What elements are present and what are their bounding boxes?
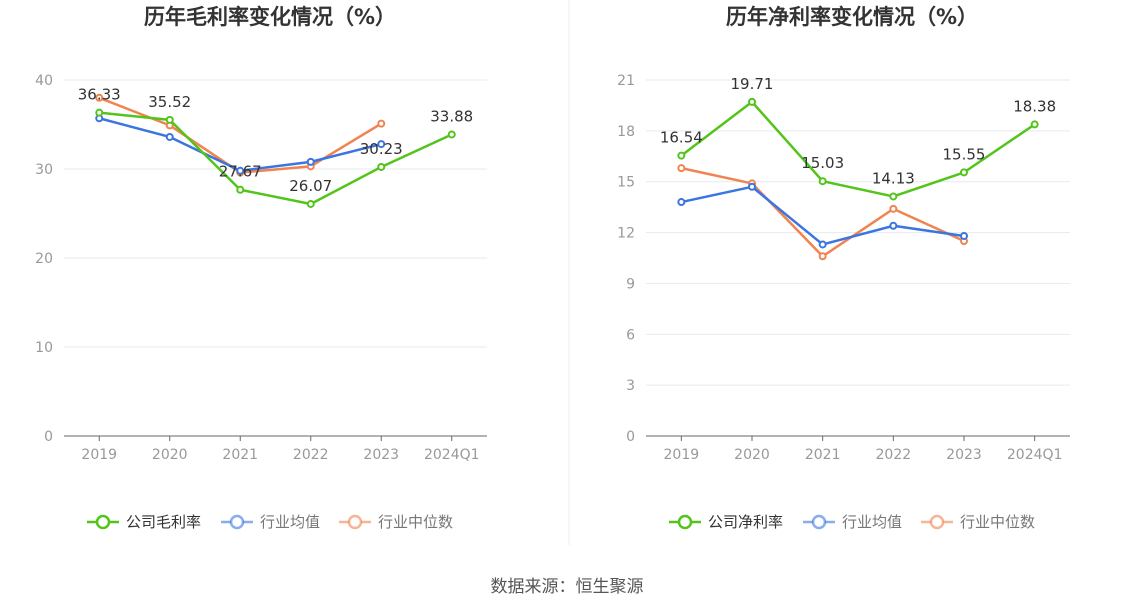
data-point	[306, 157, 315, 166]
data-label: 18.38	[1013, 97, 1056, 115]
y-tick-label: 0	[44, 429, 53, 445]
x-tick-label: 2023	[946, 447, 982, 463]
x-tick-label: 2022	[293, 447, 329, 463]
data-point	[677, 198, 686, 207]
y-tick-label: 6	[626, 327, 635, 343]
data-label: 30.23	[360, 140, 403, 158]
data-point	[748, 97, 756, 106]
legend-label: 行业中位数	[960, 513, 1035, 531]
data-label: 16.54	[660, 129, 703, 147]
y-tick-label: 15	[617, 175, 635, 191]
legend-label: 行业均值	[260, 513, 320, 531]
legend-marker-icon	[677, 514, 693, 530]
data-point	[306, 199, 315, 208]
data-point	[818, 177, 827, 186]
legend-item[interactable]: 行业中位数	[921, 513, 1035, 531]
data-label: 26.07	[289, 177, 332, 195]
legend-marker-icon	[95, 514, 111, 530]
data-label: 15.03	[801, 154, 844, 172]
data-label: 14.13	[872, 169, 915, 187]
data-point	[818, 240, 827, 249]
data-point	[748, 182, 756, 191]
y-tick-label: 3	[626, 378, 635, 394]
data-point	[377, 119, 386, 128]
source-note: 数据来源：恒生聚源	[491, 577, 644, 597]
legend-marker-icon	[811, 514, 827, 530]
data-point	[447, 130, 456, 139]
y-tick-label: 12	[617, 226, 635, 242]
x-tick-label: 2021	[222, 447, 258, 463]
legend-item[interactable]: 行业均值	[803, 513, 902, 531]
y-tick-label: 10	[35, 340, 53, 356]
legend-marker-icon	[229, 514, 245, 530]
data-point	[889, 192, 898, 201]
chart-panel-1: 历年毛利率变化情况（%） 0 10 20 30 40 2019 2020 2021 2022 202…	[35, 5, 487, 531]
data-point	[1030, 120, 1039, 129]
y-tick-label: 20	[35, 251, 53, 267]
chart-title: 历年毛利率变化情况（%）	[144, 5, 396, 29]
data-label: 33.88	[430, 107, 473, 125]
data-label: 27.67	[219, 163, 262, 181]
legend-label: 公司净利率	[708, 513, 783, 531]
x-tick-label: 2022	[876, 447, 912, 463]
y-tick-label: 21	[617, 73, 635, 89]
data-point	[960, 168, 968, 177]
y-tick-label: 18	[617, 124, 635, 140]
y-tick-label: 40	[35, 73, 53, 89]
legend-marker-icon	[929, 514, 945, 530]
x-tick-label: 2020	[734, 447, 770, 463]
data-point	[95, 108, 104, 117]
data-label: 15.55	[943, 145, 986, 163]
data-point	[165, 115, 174, 124]
legend-item[interactable]: 行业均值	[221, 513, 320, 531]
x-tick-label: 2020	[152, 447, 188, 463]
data-point	[236, 166, 245, 175]
series-line	[680, 100, 1036, 198]
x-tick-label: 2019	[664, 447, 700, 463]
data-point	[236, 185, 245, 194]
series-line	[681, 185, 965, 246]
data-point	[95, 93, 104, 102]
data-point	[889, 204, 898, 213]
data-point	[165, 132, 174, 141]
y-tick-label: 0	[626, 429, 635, 445]
x-tick-label: 2024Q1	[1007, 447, 1063, 463]
series-line	[98, 96, 382, 174]
data-point	[377, 140, 386, 149]
x-tick-label: 2024Q1	[424, 447, 480, 463]
legend-label: 行业中位数	[378, 513, 453, 531]
data-point	[960, 231, 968, 240]
data-point	[889, 221, 898, 230]
legend-marker-icon	[347, 514, 363, 530]
series-line	[99, 111, 453, 206]
data-point	[677, 151, 686, 160]
x-tick-label: 2021	[805, 447, 841, 463]
data-label: 19.71	[731, 75, 774, 93]
legend-label: 行业均值	[842, 513, 902, 531]
x-tick-label: 2023	[363, 447, 399, 463]
data-label: 36.33	[78, 86, 121, 104]
data-point	[377, 162, 386, 171]
x-tick-label: 2019	[81, 447, 117, 463]
y-tick-label: 30	[35, 162, 53, 178]
data-label: 35.52	[148, 93, 191, 111]
data-point	[677, 164, 686, 173]
legend-label: 公司毛利率	[126, 513, 201, 531]
data-point	[818, 252, 827, 261]
chart-title: 历年净利率变化情况（%）	[726, 5, 978, 29]
legend-item[interactable]: 公司净利率	[669, 513, 783, 531]
y-tick-label: 9	[626, 276, 635, 292]
legend-item[interactable]: 行业中位数	[339, 513, 453, 531]
chart-panel-2: 历年净利率变化情况（%） 0 3 6 9 12 15 18 21 2019 2020 2021 2022…	[617, 5, 1070, 531]
legend-item[interactable]: 公司毛利率	[87, 513, 201, 531]
